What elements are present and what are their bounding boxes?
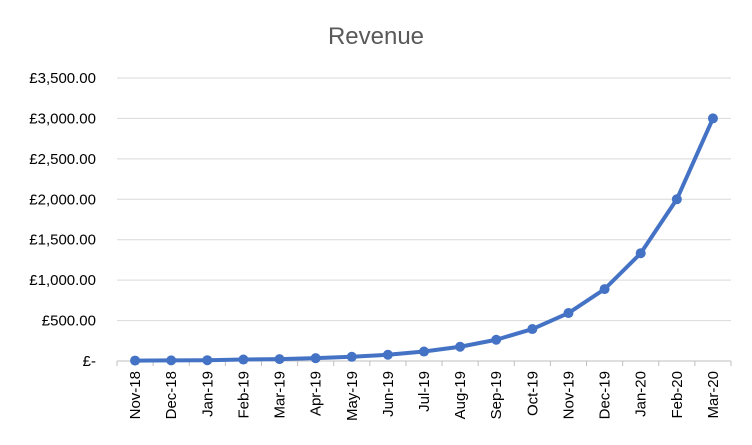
y-tick-label: £3,500.00 [29,70,96,87]
gridlines [117,77,731,322]
y-tick-label: £3,000.00 [29,110,96,127]
data-point [274,354,285,365]
data-point [635,248,646,259]
data-point [563,308,574,319]
y-tick-label: £500.00 [42,313,96,330]
x-tick-label: May-19 [344,371,361,421]
y-tick-label: £2,000.00 [29,191,96,208]
y-axis: £- £500.00 £1,000.00 £1,500.00 £2,000.00 £2,5… [29,70,96,370]
x-tick-label: Sep-19 [488,371,505,419]
x-tick-label: Nov-18 [127,371,144,419]
data-point [166,355,177,366]
x-axis: Nov-18 Dec-18 Jan-19 Feb-19 Mar-19 Apr-19 May-… [116,360,732,421]
y-tick-label: £- [83,353,96,370]
data-point [527,324,538,335]
data-point [491,334,502,345]
x-tick-label: Jan-20 [633,371,650,417]
x-tick-label: Mar-20 [705,371,722,419]
x-tick-label: Oct-19 [524,371,541,416]
x-tick-label: Aug-19 [452,371,469,419]
data-point [346,351,357,362]
data-point [707,113,718,124]
data-point [130,355,141,366]
data-point [238,354,249,365]
x-tick-label: Feb-19 [235,371,252,419]
data-point [455,341,466,352]
data-point [310,353,321,364]
data-point [202,355,213,366]
data-point [419,346,429,357]
series-layer [130,113,718,366]
x-tick-label: Apr-19 [308,371,325,416]
data-point [599,284,610,295]
data-point [671,194,682,205]
x-tick-label: Jan-19 [199,371,216,417]
x-tick-label: Jul-19 [416,371,433,412]
y-tick-label: £1,500.00 [29,232,96,249]
data-point [382,349,393,360]
x-tick-label: Feb-20 [669,371,686,419]
x-tick-label: Mar-19 [272,371,289,419]
x-tick-label: Nov-19 [560,371,577,419]
chart-title: Revenue [328,23,424,50]
x-tick-label: Jun-19 [380,371,397,417]
y-tick-label: £2,500.00 [29,151,96,168]
y-tick-label: £1,000.00 [29,272,96,289]
x-tick-label: Dec-19 [597,371,614,419]
x-tick-label: Dec-18 [163,371,180,419]
